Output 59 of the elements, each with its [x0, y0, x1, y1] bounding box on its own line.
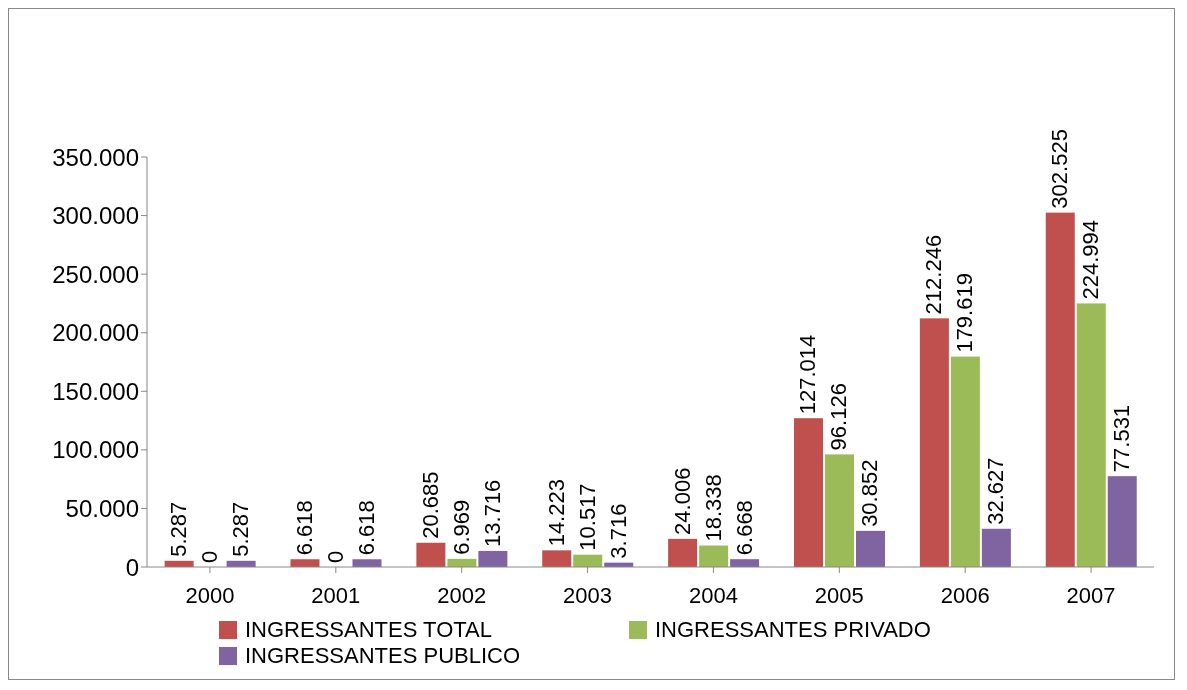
x-tick-label: 2000	[185, 582, 235, 608]
data-label: 127.014	[795, 334, 821, 415]
data-label: 5.287	[166, 501, 192, 557]
y-tick-label: 350.000	[52, 143, 139, 171]
data-label: 14.223	[543, 479, 569, 547]
bar	[290, 559, 320, 567]
data-label: 10.517	[574, 483, 600, 551]
legend-label: INGRESSANTES PRIVADO	[655, 617, 931, 643]
y-tick-label: 50.000	[65, 494, 139, 522]
bar	[1107, 476, 1137, 567]
y-tick-label: 200.000	[52, 319, 139, 347]
data-label: 30.852	[857, 459, 883, 527]
data-label: 77.531	[1109, 404, 1135, 473]
data-label: 13.716	[479, 479, 505, 547]
bar	[699, 545, 729, 567]
x-tick-label: 2003	[563, 582, 613, 608]
data-label: 6.668	[731, 500, 757, 556]
y-tick-label: 150.000	[52, 377, 139, 405]
y-tick-label: 300.000	[52, 202, 139, 230]
data-label: 0	[323, 550, 348, 563]
data-label: 20.685	[417, 471, 443, 539]
bar	[668, 538, 698, 567]
data-label: 224.994	[1078, 219, 1104, 300]
x-tick-label: 2001	[311, 582, 361, 608]
bar	[981, 528, 1011, 567]
data-label: 6.618	[354, 500, 379, 556]
y-tick-label: 100.000	[52, 436, 139, 464]
bar	[352, 559, 382, 567]
bar	[1045, 212, 1075, 567]
bar	[478, 550, 508, 567]
bar	[825, 454, 854, 567]
x-tick-label: 2004	[688, 582, 738, 608]
data-label: 6.969	[448, 499, 474, 555]
x-tick-label: 2006	[940, 582, 990, 608]
bar	[794, 418, 823, 567]
x-tick-label: 2005	[814, 582, 864, 608]
x-tick-label: 2002	[437, 582, 487, 608]
bar	[856, 530, 885, 567]
bar	[416, 542, 446, 567]
data-label: 302.525	[1047, 129, 1073, 209]
bar	[919, 318, 949, 567]
data-label: 24.006	[669, 467, 695, 535]
legend-label: INGRESSANTES PUBLICO	[245, 643, 521, 669]
data-label: 32.627	[983, 457, 1009, 525]
bar	[542, 550, 572, 567]
data-label: 6.618	[292, 500, 317, 556]
legend-label: INGRESSANTES TOTAL	[245, 617, 492, 643]
data-label: 5.287	[228, 501, 254, 557]
bar	[950, 356, 980, 567]
data-label: 96.126	[826, 383, 852, 451]
y-tick-label: 0	[125, 553, 139, 581]
data-label: 18.338	[700, 474, 726, 542]
data-label: 0	[197, 550, 223, 563]
data-label: 3.716	[605, 503, 631, 559]
data-label: 212.246	[921, 234, 947, 315]
data-label: 179.619	[952, 273, 978, 353]
x-tick-label: 2007	[1066, 582, 1116, 608]
bar	[1076, 303, 1106, 567]
y-tick-label: 250.000	[52, 260, 139, 288]
